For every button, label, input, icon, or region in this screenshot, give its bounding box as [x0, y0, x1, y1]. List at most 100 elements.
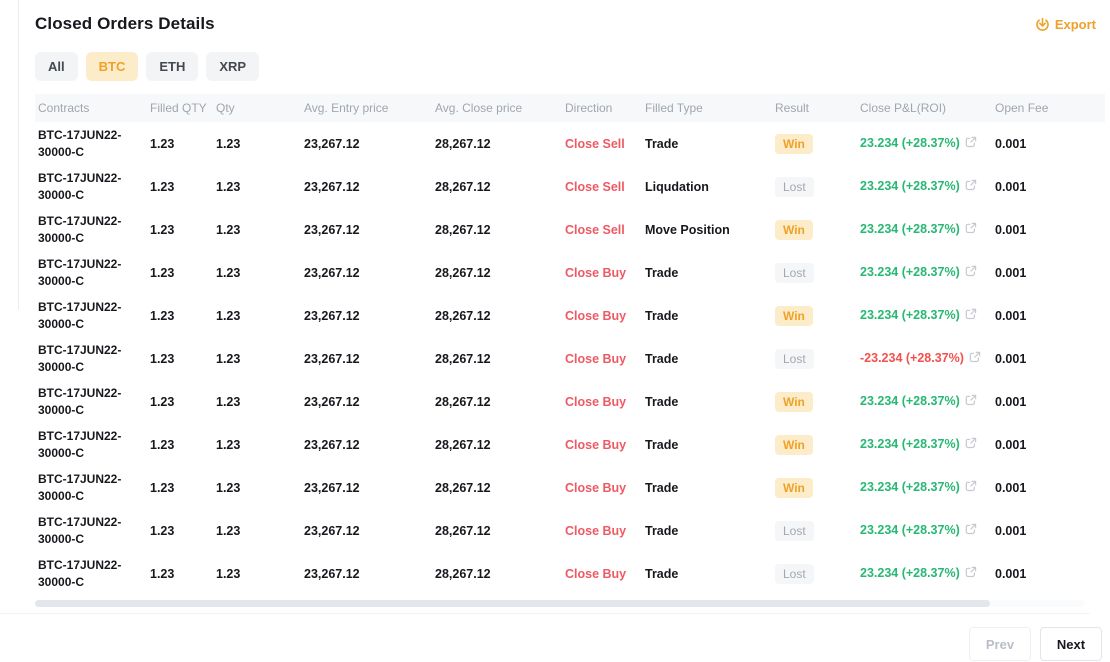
result-badge: Win	[775, 477, 813, 498]
cell-close-price: 28,267.12	[435, 308, 491, 323]
cell-filled-qty: 1.23	[150, 308, 175, 323]
pnl-value: 23.234 (+28.37%)	[860, 523, 960, 537]
cell-qty: 1.23	[216, 351, 241, 366]
scrollbar-thumb[interactable]	[35, 600, 990, 607]
filter-tab-btc[interactable]: BTC	[85, 52, 139, 81]
column-header: Filled QTY	[147, 94, 213, 122]
pnl-value: 23.234 (+28.37%)	[860, 566, 960, 580]
filter-tab-all[interactable]: All	[35, 52, 78, 81]
cell-close-pnl: 23.234 (+28.37%)	[857, 251, 992, 294]
cell-open-fee: 0.001	[995, 394, 1027, 409]
external-link-icon[interactable]	[965, 394, 977, 409]
next-page-button[interactable]: Next	[1040, 627, 1102, 661]
cell-contract: BTC-17JUN22-30000-C	[35, 251, 147, 294]
cell-entry-price: 23,267.12	[304, 136, 360, 151]
cell-direction: Close Buy	[565, 394, 627, 409]
external-link-icon[interactable]	[965, 136, 977, 151]
column-header: Avg. Entry price	[301, 94, 432, 122]
cell-open-fee: 0.001	[995, 523, 1027, 538]
cell-qty: 1.23	[216, 136, 241, 151]
cell-contract: BTC-17JUN22-30000-C	[35, 380, 147, 423]
cell-filled-qty: 1.23	[150, 351, 175, 366]
filter-tab-eth[interactable]: ETH	[146, 52, 199, 81]
cell-close-pnl: 23.234 (+28.37%)	[857, 122, 992, 165]
export-button[interactable]: Export	[1029, 16, 1102, 33]
cell-close-pnl: 23.234 (+28.37%)	[857, 208, 992, 251]
cell-direction: Close Sell	[565, 222, 625, 237]
cell-contract: BTC-17JUN22-30000-C	[35, 552, 147, 595]
cell-direction: Close Buy	[565, 566, 627, 581]
cell-direction: Close Buy	[565, 351, 627, 366]
result-badge: Lost	[775, 348, 814, 369]
cell-entry-price: 23,267.12	[304, 308, 360, 323]
cell-filled-type: Trade	[645, 308, 679, 323]
cell-qty: 1.23	[216, 523, 241, 538]
cell-close-pnl: -23.234 (+28.37%)	[857, 337, 992, 380]
cell-entry-price: 23,267.12	[304, 480, 360, 495]
cell-contract: BTC-17JUN22-30000-C	[35, 208, 147, 251]
external-link-icon[interactable]	[965, 265, 977, 280]
cell-open-fee: 0.001	[995, 265, 1027, 280]
table-row: BTC-17JUN22-30000-C 1.23 1.23 23,267.12 28,2…	[35, 122, 1105, 165]
result-badge: Lost	[775, 176, 814, 197]
cell-contract: BTC-17JUN22-30000-C	[35, 466, 147, 509]
table-row: BTC-17JUN22-30000-C 1.23 1.23 23,267.12 28,2…	[35, 509, 1105, 552]
cell-direction: Close Buy	[565, 437, 627, 452]
cell-entry-price: 23,267.12	[304, 222, 360, 237]
cell-close-pnl: 23.234 (+28.37%)	[857, 380, 992, 423]
column-header: Open Fee	[992, 94, 1105, 122]
external-link-icon[interactable]	[965, 566, 977, 581]
panel-header: Closed Orders Details Export	[35, 14, 1102, 34]
external-link-icon[interactable]	[965, 222, 977, 237]
closed-orders-table: Contracts Filled QTY Qty Avg. Entry price Av…	[35, 94, 1105, 595]
cell-entry-price: 23,267.12	[304, 351, 360, 366]
cell-filled-qty: 1.23	[150, 437, 175, 452]
external-link-icon[interactable]	[965, 437, 977, 452]
cell-filled-qty: 1.23	[150, 265, 175, 280]
external-link-icon[interactable]	[965, 179, 977, 194]
filter-tab-xrp[interactable]: XRP	[206, 52, 260, 81]
cell-entry-price: 23,267.12	[304, 394, 360, 409]
cell-open-fee: 0.001	[995, 351, 1027, 366]
cell-filled-type: Liqudation	[645, 179, 709, 194]
external-link-icon[interactable]	[969, 351, 981, 366]
pnl-value: 23.234 (+28.37%)	[860, 222, 960, 236]
cell-qty: 1.23	[216, 179, 241, 194]
pnl-value: 23.234 (+28.37%)	[860, 394, 960, 408]
cell-filled-qty: 1.23	[150, 394, 175, 409]
cell-filled-qty: 1.23	[150, 480, 175, 495]
cell-result: Win	[772, 466, 857, 509]
external-link-icon[interactable]	[965, 523, 977, 538]
horizontal-scrollbar	[35, 600, 1105, 607]
table-row: BTC-17JUN22-30000-C 1.23 1.23 23,267.12 28,2…	[35, 380, 1105, 423]
cell-filled-type: Trade	[645, 480, 679, 495]
external-link-icon[interactable]	[965, 480, 977, 495]
pnl-value: 23.234 (+28.37%)	[860, 179, 960, 193]
table-row: BTC-17JUN22-30000-C 1.23 1.23 23,267.12 28,2…	[35, 552, 1105, 595]
contract-name: BTC-17JUN22-30000-C	[38, 429, 122, 460]
cell-open-fee: 0.001	[995, 437, 1027, 452]
cell-filled-type: Trade	[645, 437, 679, 452]
cell-open-fee: 0.001	[995, 308, 1027, 323]
contract-name: BTC-17JUN22-30000-C	[38, 300, 122, 331]
cell-open-fee: 0.001	[995, 480, 1027, 495]
cell-close-pnl: 23.234 (+28.37%)	[857, 552, 992, 595]
pnl-value: 23.234 (+28.37%)	[860, 437, 960, 451]
cell-close-pnl: 23.234 (+28.37%)	[857, 294, 992, 337]
cell-result: Win	[772, 380, 857, 423]
column-header: Result	[772, 94, 857, 122]
column-header: Filled Type	[642, 94, 772, 122]
result-badge: Win	[775, 391, 813, 412]
external-link-icon[interactable]	[965, 308, 977, 323]
cell-result: Win	[772, 423, 857, 466]
column-header: Direction	[562, 94, 642, 122]
cell-close-price: 28,267.12	[435, 136, 491, 151]
cell-filled-type: Trade	[645, 394, 679, 409]
prev-page-button[interactable]: Prev	[969, 627, 1031, 661]
cell-contract: BTC-17JUN22-30000-C	[35, 122, 147, 165]
cell-close-price: 28,267.12	[435, 480, 491, 495]
result-badge: Lost	[775, 262, 814, 283]
cell-result: Lost	[772, 509, 857, 552]
cell-qty: 1.23	[216, 308, 241, 323]
cell-entry-price: 23,267.12	[304, 566, 360, 581]
